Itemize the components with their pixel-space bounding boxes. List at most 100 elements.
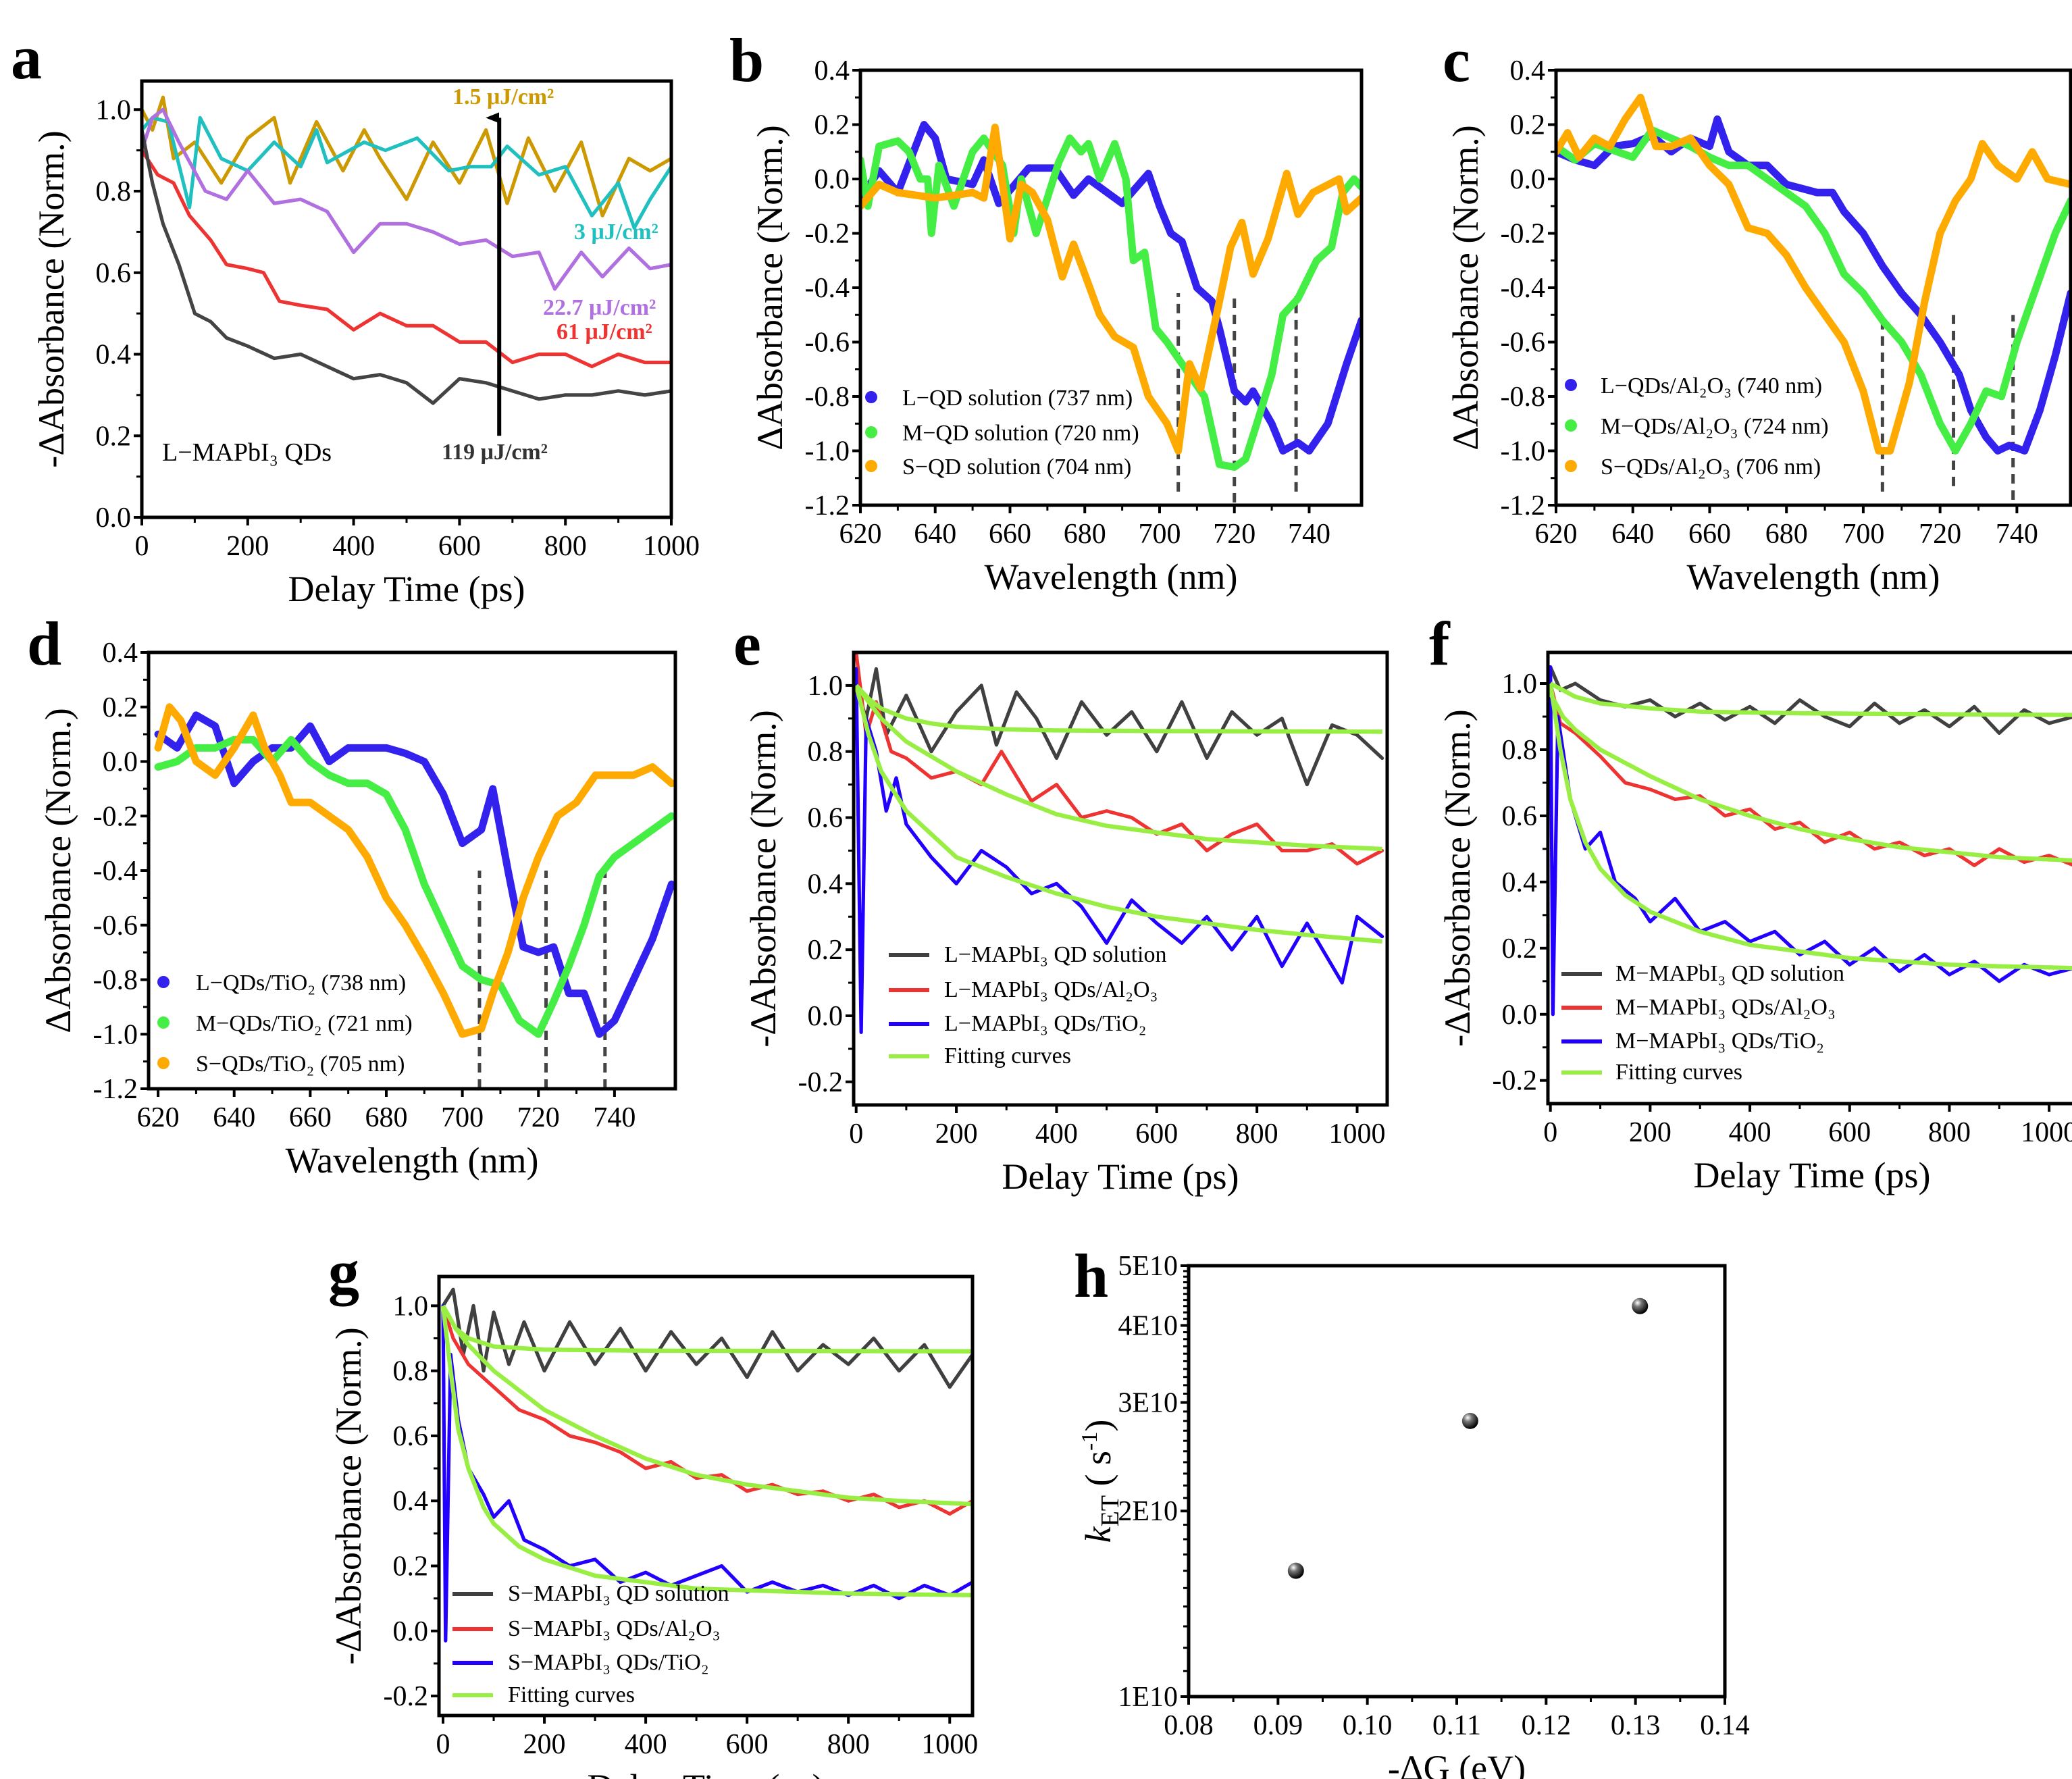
y-tick-label: 0.2 [96, 421, 132, 452]
panel-b: b 620 640 660 680 700 720 740 -1.2 -1.0 -0.8 -0.6 -0… [729, 26, 1364, 597]
panel-letter: e [733, 609, 761, 678]
x-tick-label: 700 [1138, 519, 1181, 550]
series-line-2 [860, 124, 1362, 455]
legend-label: L−MAPbI₃ QD solution [944, 942, 1167, 967]
x-tick-label: 0.10 [1343, 1710, 1393, 1741]
fit-curve-1 [1548, 692, 2072, 863]
x-axis-title: Delay Time (ps) [1002, 1156, 1239, 1197]
x-tick-label: 660 [1688, 519, 1731, 550]
fit-curve-0 [1549, 681, 2072, 717]
legend-label: M−QDs/TiO₂ (721 nm) [196, 1011, 413, 1036]
legend-marker [157, 1057, 170, 1069]
legend-marker [865, 426, 877, 438]
fit-curve-2 [854, 685, 1382, 944]
legend-label: S−MAPbI₃ QDs/Al₂O₃ [508, 1616, 721, 1641]
y-tick-label: 0.6 [393, 1421, 429, 1452]
x-tick-label: 200 [935, 1118, 978, 1150]
series-line-2 [142, 107, 671, 291]
x-tick-label: 740 [1996, 519, 2038, 550]
series-line-0 [1556, 115, 2071, 455]
x-tick-label: 720 [1213, 519, 1255, 550]
x-tick-label: 0.09 [1253, 1710, 1303, 1741]
series-line-1 [860, 134, 1362, 471]
panel-letter: b [729, 26, 764, 95]
series-line-1 [142, 115, 671, 230]
x-tick-label: 0.13 [1611, 1710, 1661, 1741]
panel-letter: a [11, 23, 42, 92]
y-tick-label: 3E10 [1118, 1387, 1178, 1418]
panel-letter: c [1443, 26, 1470, 95]
y-tick-label: -0.6 [93, 910, 138, 942]
panel-a: a 0 200 400 600 800 1000 0.0 0.2 0.4 0.6 0.8 1.0 Dela… [11, 23, 700, 609]
x-tick-label: 680 [1765, 519, 1808, 550]
plot-area [142, 95, 671, 405]
x-tick-label: 1000 [921, 1729, 978, 1760]
series-line-4 [142, 128, 671, 405]
plot-area [1287, 1297, 1649, 1579]
legend-label: S−MAPbI₃ QD solution [508, 1581, 729, 1606]
legend-label: L−QDs/TiO₂ (738 nm) [196, 971, 406, 996]
legend-label: L−QDs/Al₂O₃ (740 nm) [1601, 373, 1822, 398]
plot-area [1548, 665, 2072, 1016]
panel-g: g 0 200 400 600 800 1000 -0.2 0.0 0.2 0.4 0.6 0.8 1.0… [328, 1237, 978, 1779]
series-line-3 [142, 149, 671, 369]
y-axis-title: kET ( s-1) [1077, 1420, 1124, 1543]
x-axis-title: Wavelength (nm) [1686, 557, 1940, 597]
y-tick-label: 0.4 [1502, 867, 1538, 898]
legend-marker [157, 976, 170, 988]
series-line-1 [854, 652, 1384, 866]
panel-h: h 0.08 0.09 0.10 0.11 0.12 0.13 0.14 1E10 2E10 3E1… [1074, 1241, 1750, 1779]
legend-marker [1565, 419, 1577, 432]
y-tick-label: 0.2 [808, 935, 844, 966]
y-tick-label: 0.4 [393, 1486, 429, 1517]
y-tick-label: 0.2 [1502, 933, 1538, 964]
plot-frame [437, 1274, 975, 1718]
y-tick-label: 0.6 [808, 803, 844, 834]
plot-area [440, 1287, 973, 1643]
x-tick-label: 0 [135, 531, 149, 562]
plot-area [860, 121, 1362, 502]
legend-label: Fitting curves [508, 1682, 635, 1707]
y-tick-label: 0.4 [808, 869, 844, 900]
legend: L−QDs/Al₂O₃ (740 nm) M−QDs/Al₂O₃ (724 nm)… [1565, 373, 1829, 480]
y-tick-label: 1.0 [96, 95, 132, 126]
legend-label: Fitting curves [1615, 1060, 1742, 1085]
plot-area [854, 652, 1384, 1035]
x-tick-label: 1000 [1328, 1118, 1385, 1150]
y-title-symbol: k [1078, 1526, 1118, 1543]
series-line-2 [154, 703, 675, 1038]
x-tick-label: 200 [1629, 1117, 1672, 1148]
x-tick-label: 800 [827, 1729, 870, 1760]
y-tick-label: 0.2 [103, 692, 138, 723]
legend-label: Fitting curves [944, 1043, 1071, 1068]
annotation-label: L−MAPbI₃ QDs [162, 438, 332, 467]
y-tick-label: 1E10 [1118, 1682, 1178, 1713]
y-tick-label: -0.4 [805, 273, 850, 304]
panel-d: d 620 640 660 680 700 720 740 -1.2 -1.0 -0.8 -0.6 -0… [27, 609, 677, 1181]
series-line-0 [1549, 665, 2072, 736]
y-tick-label: 0.8 [96, 176, 132, 207]
data-point [1632, 1297, 1649, 1314]
y-tick-label: -0.8 [805, 382, 850, 413]
y-tick-label: 0.2 [393, 1551, 429, 1582]
x-tick-label: 800 [1236, 1118, 1278, 1150]
legend-label: S−QD solution (704 nm) [902, 455, 1131, 480]
x-tick-label: 400 [1035, 1118, 1078, 1150]
x-tick-label: 0 [436, 1729, 450, 1760]
y-tick-label: 0.8 [393, 1356, 429, 1387]
y-tick-label: -1.0 [93, 1019, 138, 1050]
x-tick-label: 800 [544, 531, 587, 562]
legend-marker [157, 1016, 170, 1029]
x-tick-label: 640 [1611, 519, 1654, 550]
y-tick-label: 0.6 [96, 258, 132, 289]
y-tick-label: 0.4 [96, 340, 132, 371]
x-tick-label: 700 [1842, 519, 1884, 550]
plot-area [154, 703, 675, 1089]
series-line-0 [441, 1287, 973, 1389]
legend-marker [1565, 379, 1577, 391]
x-tick-label: 200 [523, 1729, 566, 1760]
y-title-superscript: -1 [1077, 1432, 1102, 1451]
y-tick-label: -0.2 [1501, 219, 1546, 250]
y-tick-label: 1.0 [1502, 669, 1538, 700]
